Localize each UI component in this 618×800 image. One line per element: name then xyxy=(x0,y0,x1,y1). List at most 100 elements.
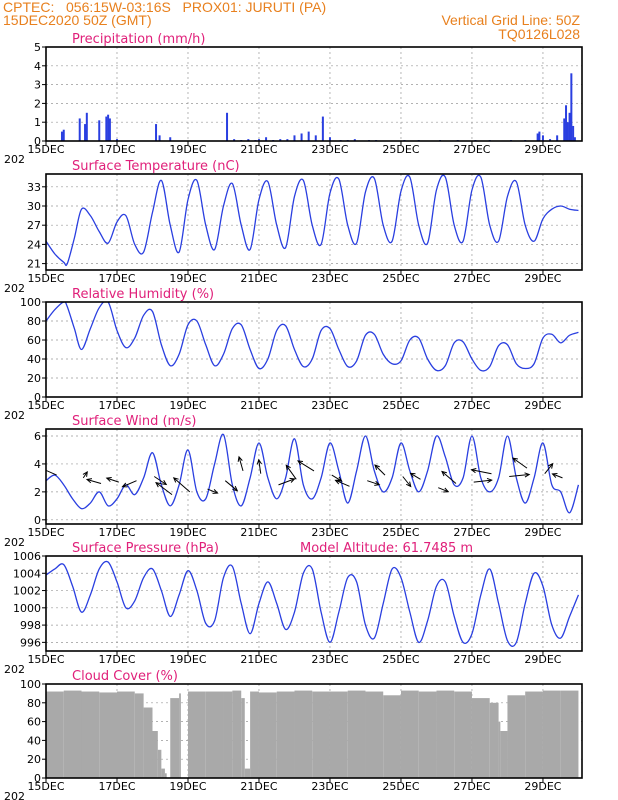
cloud-bar xyxy=(560,690,579,778)
header-model-code: TQ0126L028 xyxy=(498,26,580,42)
cloud-bar xyxy=(507,695,526,778)
x-tick-label: 27DEC xyxy=(453,780,490,793)
precip-bar xyxy=(115,139,118,141)
precip-bar xyxy=(108,118,111,141)
x-tick-label: 21DEC xyxy=(240,399,277,412)
wind-arrow xyxy=(121,480,137,488)
x-tick-label: 29DEC xyxy=(524,653,561,666)
y-tick-label: 3 xyxy=(34,79,41,92)
wind-arrow xyxy=(153,476,168,486)
cloud-bar xyxy=(312,691,330,778)
x-tick-label: 29DEC xyxy=(524,143,561,156)
wind-arrow xyxy=(105,476,119,483)
x-tick-label: 29DEC xyxy=(524,526,561,539)
x-tick-label: 27DEC xyxy=(453,653,490,666)
x-tick-label: 15DEC xyxy=(27,272,64,285)
precip-bar xyxy=(563,118,566,141)
panel-title: Precipitation (mm/h) xyxy=(72,32,205,47)
precip-bar xyxy=(257,139,260,141)
precip-bar xyxy=(536,133,539,141)
model-altitude: Model Altitude: 61.7485 m xyxy=(300,541,473,556)
wind-arrow xyxy=(85,478,102,484)
cloud-bar xyxy=(329,691,348,778)
precip-bar xyxy=(286,139,289,141)
x-tick-label: 21DEC xyxy=(240,526,277,539)
y-tick-label: 2 xyxy=(34,486,41,499)
precip-bar xyxy=(279,139,282,141)
y-tick-label: 40 xyxy=(27,734,41,747)
precip-bar xyxy=(568,112,571,141)
precip-bar xyxy=(226,112,229,141)
cloud-bar xyxy=(157,749,162,778)
x-tick-label: 25DEC xyxy=(382,272,419,285)
precip-bar xyxy=(556,135,559,141)
wind-arrow xyxy=(473,477,493,484)
cloud-bar xyxy=(63,690,82,778)
x-tick-label: 23DEC xyxy=(311,272,348,285)
x-tick-label: 19DEC xyxy=(169,653,206,666)
y-tick-label: 4 xyxy=(34,458,41,471)
precip-bar xyxy=(85,112,88,141)
x-year-label: 202 xyxy=(4,282,25,295)
x-year-label: 202 xyxy=(4,153,25,166)
precip-bar xyxy=(265,137,268,141)
x-tick-label: 17DEC xyxy=(98,399,135,412)
y-tick-label: 20 xyxy=(27,372,41,385)
x-year-label: 202 xyxy=(4,409,25,422)
precip-bar xyxy=(353,139,356,141)
x-year-label: 202 xyxy=(4,663,25,676)
cloud-bar xyxy=(187,691,206,778)
wind-arrow xyxy=(297,460,315,472)
panel-4: 996 998 1000 1002 1004 1006 15DEC 17DEC 19DEC 21D… xyxy=(4,541,583,676)
x-tick-label: 29DEC xyxy=(524,780,561,793)
cloud-bar xyxy=(99,692,117,778)
y-tick-label: 1 xyxy=(34,116,41,129)
series-group xyxy=(46,174,579,267)
y-tick-label: 998 xyxy=(20,619,41,632)
cloud-bar xyxy=(276,691,295,778)
y-tick-label: 33 xyxy=(27,181,41,194)
wind-arrow xyxy=(172,477,191,493)
x-tick-label: 17DEC xyxy=(98,526,135,539)
precip-bar xyxy=(158,135,161,141)
y-tick-label: 80 xyxy=(27,315,41,328)
cloud-bar xyxy=(400,690,419,778)
precip-bar xyxy=(84,124,87,141)
cloud-bar xyxy=(347,690,366,778)
cloud-bar xyxy=(383,695,401,778)
wind-arrow xyxy=(402,476,412,488)
y-tick-label: 1002 xyxy=(13,585,41,598)
x-tick-label: 15DEC xyxy=(27,653,64,666)
y-tick-label: 0 xyxy=(34,391,41,404)
precip-bar xyxy=(565,105,568,141)
wind-arrow xyxy=(207,488,219,494)
cloud-bar xyxy=(170,698,180,778)
cloud-bar xyxy=(500,731,508,778)
cloud-bar xyxy=(81,691,100,778)
series-line xyxy=(46,433,580,514)
cloud-bar xyxy=(489,702,499,778)
precip-bar xyxy=(155,124,158,141)
y-tick-label: 80 xyxy=(27,697,41,710)
precip-bar xyxy=(169,137,172,141)
x-tick-label: 27DEC xyxy=(453,526,490,539)
wind-arrow xyxy=(438,487,450,493)
panel-frame xyxy=(45,301,583,398)
wind-arrow xyxy=(551,473,563,479)
y-tick-label: 1006 xyxy=(13,550,41,563)
panel-5: 0 20 40 60 80 100 15DEC 17DEC 19DEC 21DEC 23DEC 25D… xyxy=(4,669,583,800)
precip-bar xyxy=(572,125,575,141)
x-tick-label: 19DEC xyxy=(169,780,206,793)
precip-bar xyxy=(570,73,573,141)
wind-arrow xyxy=(155,481,173,496)
cloud-bar xyxy=(164,773,167,778)
wind-arrow xyxy=(374,464,386,476)
precip-bar xyxy=(566,122,569,141)
y-tick-label: 40 xyxy=(27,353,41,366)
precip-bar xyxy=(60,131,63,141)
precip-bar xyxy=(538,131,541,141)
wind-arrow xyxy=(441,470,457,484)
x-tick-label: 27DEC xyxy=(453,399,490,412)
x-tick-label: 19DEC xyxy=(169,143,206,156)
y-tick-label: 20 xyxy=(27,753,41,766)
